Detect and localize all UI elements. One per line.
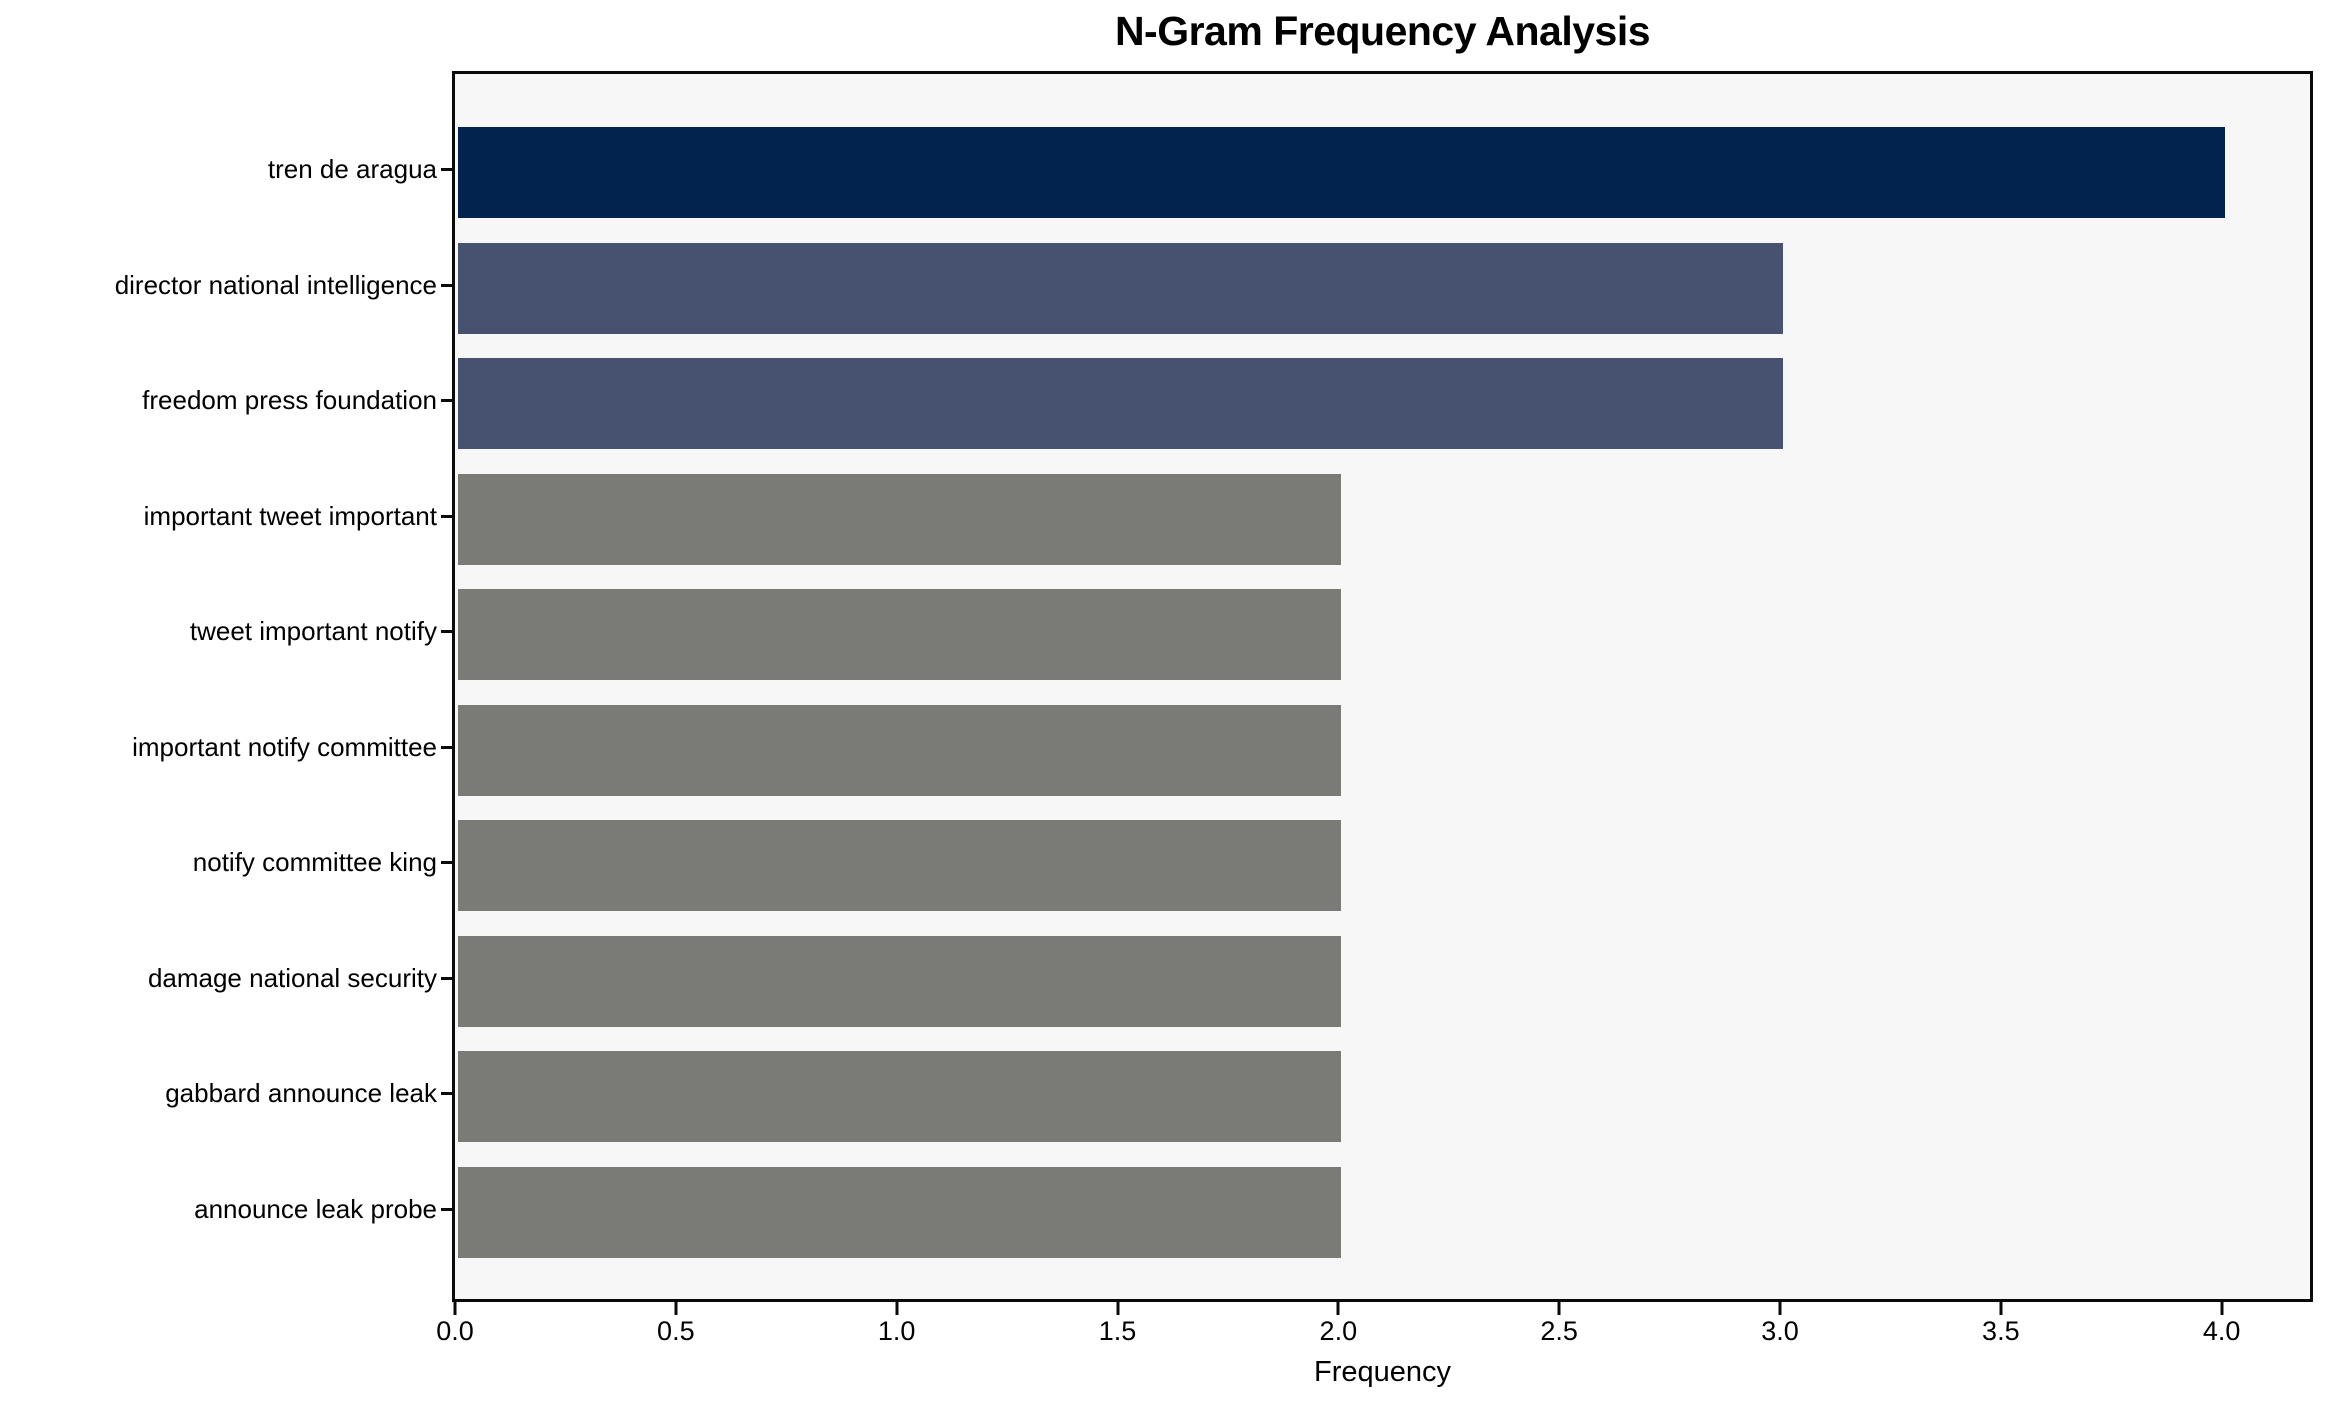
y-tick-mark — [441, 861, 452, 865]
x-tick-mark — [1336, 1302, 1340, 1315]
y-tick-mark — [441, 745, 452, 749]
y-tick-row — [441, 1152, 452, 1268]
x-tick-label: 1.5 — [1098, 1316, 1137, 1346]
x-tick-label: 3.5 — [1982, 1316, 2020, 1346]
bar-row — [458, 808, 2313, 924]
x-tick-mark — [1116, 1302, 1119, 1315]
x-axis-tick-labels: 0.0 0.5 1.0 1.5 2.0 2.5 3.0 3.5 4.0 — [436, 1316, 2310, 1350]
bar — [458, 1166, 1342, 1258]
y-tick-label: important notify committee — [132, 731, 437, 762]
y-tick-mark — [441, 1207, 452, 1211]
y-tick-row — [441, 459, 452, 575]
plot-area — [452, 71, 2313, 1302]
y-tick-mark — [441, 976, 452, 980]
x-tick-mark — [1999, 1302, 2003, 1315]
y-tick-mark — [441, 1092, 452, 1096]
bar-row — [458, 115, 2313, 231]
x-tick-label: 1.0 — [877, 1316, 916, 1346]
bar — [458, 358, 1783, 450]
x-tick-label: 4.0 — [2202, 1316, 2241, 1346]
y-tick-mark — [441, 283, 452, 287]
bar — [458, 589, 1342, 681]
y-tick-label: tren de aragua — [267, 154, 437, 185]
y-tick-label-row: director national intelligence — [0, 228, 437, 344]
y-tick-row — [441, 228, 452, 344]
y-tick-row — [441, 921, 452, 1037]
bar — [458, 127, 2225, 219]
y-tick-label: important tweet important — [143, 500, 437, 531]
y-tick-mark — [441, 399, 452, 403]
x-tick-label: 2.0 — [1319, 1316, 1358, 1346]
y-tick-mark — [441, 514, 452, 518]
y-tick-row — [441, 112, 452, 228]
y-tick-mark — [441, 630, 452, 634]
y-tick-label-row: announce leak probe — [0, 1152, 437, 1268]
bar-row — [458, 346, 2313, 462]
y-tick-label: damage national security — [147, 962, 437, 993]
bar-row — [458, 1155, 2313, 1271]
y-tick-label-row: damage national security — [0, 921, 437, 1037]
x-tick-mark — [1778, 1302, 1782, 1315]
y-tick-label-row: freedom press foundation — [0, 343, 437, 459]
y-tick-label: tweet important notify — [189, 616, 437, 647]
x-tick-label: 2.5 — [1540, 1316, 1578, 1346]
x-axis-ticks — [453, 1302, 2310, 1315]
chart-title: N-Gram Frequency Analysis — [1114, 8, 1651, 54]
y-tick-row — [441, 1036, 452, 1152]
y-tick-label: notify committee king — [192, 847, 437, 878]
y-tick-label-row: important notify committee — [0, 690, 437, 806]
y-tick-label-row: important tweet important — [0, 459, 437, 575]
x-tick-mark — [1557, 1302, 1561, 1315]
bar — [458, 820, 1342, 912]
x-tick-mark — [895, 1302, 899, 1315]
bar-row — [458, 462, 2313, 578]
x-tick-label: 0.5 — [657, 1316, 695, 1346]
bar-row — [458, 693, 2313, 809]
y-tick-row — [441, 690, 452, 806]
bar-row — [458, 231, 2313, 347]
y-tick-row — [441, 574, 452, 690]
x-tick-label: 3.0 — [1761, 1316, 1799, 1346]
bar — [458, 473, 1342, 565]
y-tick-row — [441, 343, 452, 459]
y-tick-row — [441, 805, 452, 921]
y-tick-label-row: notify committee king — [0, 805, 437, 921]
x-axis-label: Frequency — [1313, 1356, 1451, 1388]
bar-row — [458, 924, 2313, 1040]
y-tick-label-row: tren de aragua — [0, 112, 437, 228]
y-tick-label: gabbard announce leak — [165, 1078, 437, 1109]
y-axis-ticks — [441, 112, 452, 1267]
y-tick-mark — [441, 168, 452, 172]
bar — [458, 1051, 1342, 1143]
bar — [458, 704, 1342, 796]
y-axis-labels: tren de aragua director national intellig… — [0, 112, 437, 1267]
x-tick-label: 0.0 — [436, 1316, 474, 1346]
y-tick-label: announce leak probe — [194, 1193, 437, 1224]
x-tick-mark — [453, 1302, 457, 1315]
y-tick-label-row: gabbard announce leak — [0, 1036, 437, 1152]
y-tick-label: freedom press foundation — [142, 385, 437, 416]
bar-row — [458, 1039, 2313, 1155]
y-tick-label: director national intelligence — [114, 269, 437, 300]
x-tick-mark — [674, 1302, 678, 1315]
bar-row — [458, 577, 2313, 693]
y-tick-label-row: tweet important notify — [0, 574, 437, 690]
x-tick-mark — [2220, 1302, 2224, 1315]
bars-layer — [458, 77, 2313, 1302]
bar — [458, 242, 1783, 334]
bar — [458, 935, 1342, 1027]
